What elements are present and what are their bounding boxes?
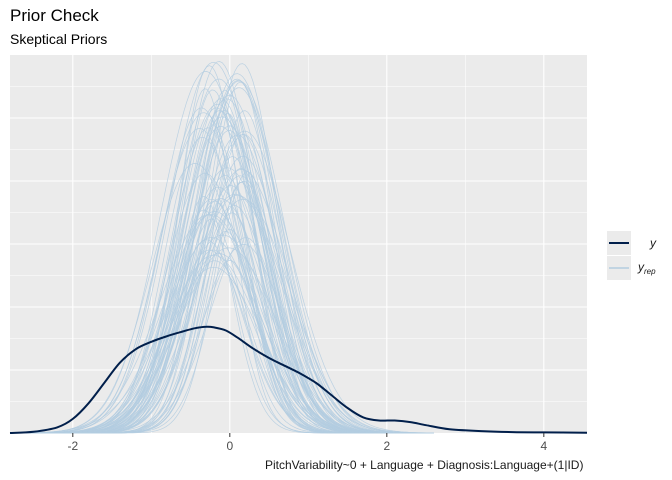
x-tick-label: 4	[540, 439, 547, 453]
yrep-curves	[25, 61, 434, 434]
yrep-curve	[25, 163, 434, 434]
legend: y yrep	[607, 231, 657, 280]
legend-label-yrep: yrep	[637, 260, 656, 276]
x-tick-label: 0	[226, 439, 233, 453]
x-tick-label: -2	[67, 439, 78, 453]
chart-title: Prior Check	[10, 6, 99, 25]
yrep-curve	[25, 196, 434, 434]
x-axis-label: PitchVariability~0 + Language + Diagnosi…	[265, 458, 584, 472]
chart-subtitle: Skeptical Priors	[10, 31, 108, 47]
x-axis-ticks: -2 0 2 4	[67, 433, 547, 453]
y-curve-line	[9, 325, 588, 434]
legend-label-yrep-subscript: rep	[644, 267, 656, 276]
y-curve	[9, 325, 588, 434]
x-tick-label: 2	[383, 439, 390, 453]
yrep-curve	[25, 87, 434, 434]
legend-label-y: y	[649, 236, 657, 250]
legend-label-yrep-main: y	[637, 260, 645, 274]
